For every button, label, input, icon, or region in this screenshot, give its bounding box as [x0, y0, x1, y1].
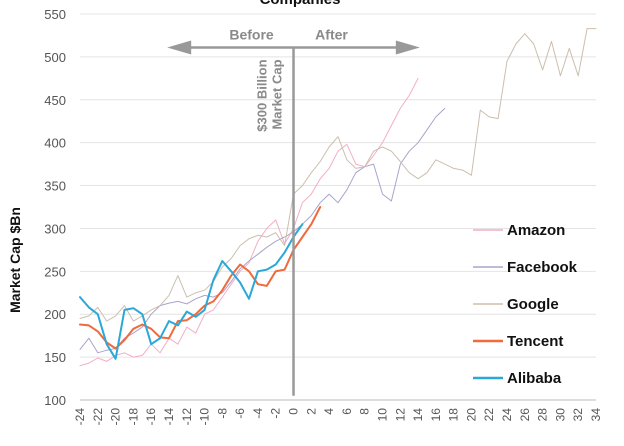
arrow-left-icon — [167, 40, 192, 55]
x-tick-label: 28 — [536, 408, 550, 422]
before-label: Before — [229, 26, 274, 42]
x-tick-label: -12 — [180, 408, 194, 426]
x-tick-label: -18 — [126, 408, 140, 426]
x-tick-label: -16 — [144, 408, 158, 426]
x-tick-label: 16 — [429, 408, 443, 422]
legend: Amazon Facebook Google Tencent Alibaba — [473, 222, 578, 387]
threshold-label-line-2: Market Cap — [270, 59, 285, 129]
series-line-tencent — [79, 206, 322, 350]
y-tick-label: 400 — [44, 136, 66, 151]
x-tick-label: 2 — [304, 408, 318, 415]
x-tick-label: -14 — [162, 408, 176, 426]
x-tick-label: -22 — [91, 408, 105, 426]
y-tick-label: 250 — [44, 264, 66, 279]
y-tick-label: 300 — [44, 221, 66, 236]
y-tick-label: 450 — [44, 93, 66, 108]
legend-label-tencent: Tencent — [507, 333, 563, 350]
x-tick-label: -10 — [198, 408, 212, 426]
y-axis-label: Market Cap $Bn — [7, 207, 23, 313]
series-line-alibaba — [79, 223, 304, 360]
series-line-facebook — [79, 107, 446, 354]
series-line-amazon — [79, 77, 419, 367]
x-tick-label: 18 — [447, 408, 461, 422]
y-tick-label: 150 — [44, 350, 66, 365]
x-tick-label: 20 — [464, 408, 478, 422]
legend-label-facebook: Facebook — [507, 259, 578, 276]
x-tick-label: 34 — [589, 408, 603, 422]
y-tick-label: 200 — [44, 307, 66, 322]
legend-label-alibaba: Alibaba — [507, 370, 562, 387]
y-tick-labels: 100 150 200 250 300 350 400 450 500 550 — [44, 7, 66, 408]
x-tick-label: -2 — [269, 408, 283, 419]
x-tick-label: 26 — [518, 408, 532, 422]
x-tick-label: -8 — [215, 408, 229, 419]
x-tick-labels: -24 -22 -20 -18 -16 -14 -12 -10 -8 -6 -4 -2 0 2 4 6 8 10 1… — [73, 408, 603, 426]
y-tick-label: 350 — [44, 179, 66, 194]
gridlines — [80, 13, 596, 401]
series-line-google — [79, 28, 597, 322]
x-tick-label: 30 — [553, 408, 567, 422]
x-tick-label: 4 — [322, 408, 336, 415]
x-tick-label: 24 — [500, 408, 514, 422]
legend-label-amazon: Amazon — [507, 222, 565, 239]
y-tick-label: 100 — [44, 393, 66, 408]
series-lines — [79, 28, 597, 367]
x-tick-label: 12 — [393, 408, 407, 422]
x-tick-label: 6 — [340, 408, 354, 415]
x-tick-label: 0 — [287, 408, 301, 415]
chart-title: Companies — [260, 0, 341, 8]
arrow-right-icon — [395, 40, 420, 55]
x-tick-label: -6 — [233, 408, 247, 419]
threshold-label-line-1: $300 Billion — [255, 59, 270, 131]
y-tick-label: 550 — [44, 7, 66, 22]
before-after-annotation: Before After $300 Billion Market Cap — [167, 26, 420, 396]
x-tick-label: 10 — [375, 408, 389, 422]
x-tick-label: -4 — [251, 408, 265, 419]
x-tick-label: 14 — [411, 408, 425, 422]
x-tick-label: 32 — [571, 408, 585, 422]
legend-label-google: Google — [507, 296, 559, 313]
x-tick-label: -20 — [109, 408, 123, 426]
x-tick-label: 22 — [482, 408, 496, 422]
after-label: After — [315, 26, 348, 42]
x-tick-label: 8 — [358, 408, 372, 415]
x-tick-label: -24 — [73, 408, 87, 426]
y-tick-label: 500 — [44, 50, 66, 65]
